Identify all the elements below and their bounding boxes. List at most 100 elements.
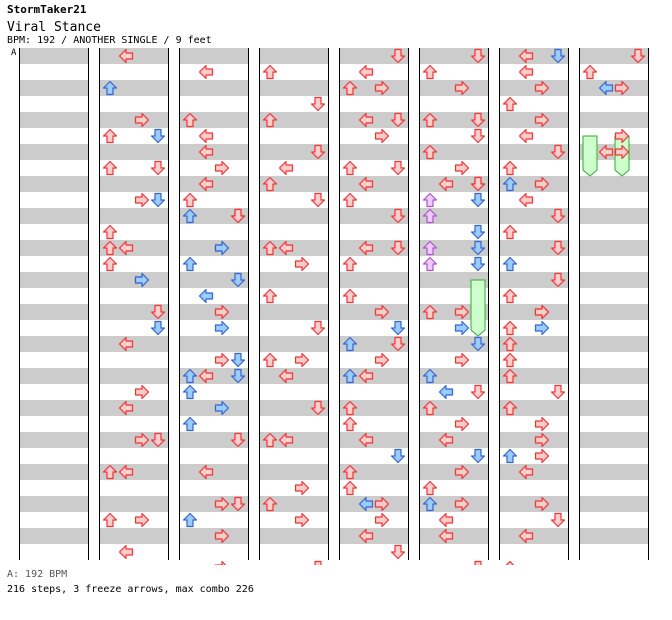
right-arrow: [310, 96, 326, 112]
left-arrow: [422, 400, 438, 416]
beat-stripe: [20, 400, 88, 416]
left-arrow: [262, 352, 278, 368]
down-arrow: [198, 176, 214, 192]
down-arrow: [118, 544, 134, 560]
up-arrow: [214, 528, 230, 544]
beat-stripe: [260, 464, 328, 480]
beat-stripe: [180, 368, 248, 384]
up-arrow: [294, 256, 310, 272]
left-arrow: [262, 432, 278, 448]
left-arrow: [422, 240, 438, 256]
up-arrow: [454, 352, 470, 368]
up-arrow: [294, 480, 310, 496]
beat-stripe: [500, 528, 568, 544]
right-arrow: [550, 272, 566, 288]
left-arrow: [502, 256, 518, 272]
beat-stripe: [420, 464, 488, 480]
down-arrow: [358, 432, 374, 448]
down-arrow: [278, 368, 294, 384]
down-arrow: [198, 464, 214, 480]
right-arrow: [470, 256, 486, 272]
beat-stripe: [260, 368, 328, 384]
down-arrow: [518, 192, 534, 208]
left-arrow: [422, 64, 438, 80]
up-arrow: [214, 560, 230, 565]
right-arrow: [390, 320, 406, 336]
left-arrow: [422, 112, 438, 128]
left-arrow: [182, 256, 198, 272]
left-arrow: [182, 192, 198, 208]
up-arrow: [294, 352, 310, 368]
beat-stripe: [420, 400, 488, 416]
down-arrow: [198, 288, 214, 304]
left-arrow: [102, 256, 118, 272]
left-arrow: [582, 64, 598, 80]
right-arrow: [310, 400, 326, 416]
beat-stripe: [180, 112, 248, 128]
left-arrow: [505, 560, 515, 565]
step-stats: 216 steps, 3 freeze arrows, max combo 22…: [7, 584, 254, 595]
beat-stripe: [500, 112, 568, 128]
beat-stripe: [20, 208, 88, 224]
beat-stripe: [100, 176, 168, 192]
beat-stripe: [20, 432, 88, 448]
beat-stripe: [20, 112, 88, 128]
right-arrow: [470, 192, 486, 208]
beat-stripe: [340, 272, 408, 288]
beat-stripe: [420, 48, 488, 64]
beat-stripe: [420, 144, 488, 160]
beat-stripe: [340, 240, 408, 256]
right-arrow: [470, 384, 486, 400]
right-arrow: [150, 192, 166, 208]
left-arrow: [102, 160, 118, 176]
down-arrow: [278, 432, 294, 448]
beat-stripe: [580, 368, 648, 384]
beat-stripe: [580, 208, 648, 224]
down-arrow: [438, 528, 454, 544]
right-arrow: [150, 432, 166, 448]
left-arrow: [422, 208, 438, 224]
step-arrows: [102, 48, 646, 565]
beat-stripe: [180, 496, 248, 512]
down-arrow: [118, 336, 134, 352]
left-arrow: [102, 464, 118, 480]
beat-stripe: [20, 336, 88, 352]
beat-stripe: [580, 112, 648, 128]
up-arrow: [134, 384, 150, 400]
left-arrow: [102, 128, 118, 144]
up-arrow: [134, 432, 150, 448]
left-arrow: [422, 144, 438, 160]
up-arrow: [134, 192, 150, 208]
up-arrow: [454, 304, 470, 320]
left-arrow: [102, 240, 118, 256]
right-arrow: [310, 320, 326, 336]
beat-stripe: [260, 208, 328, 224]
left-arrow: [182, 208, 198, 224]
beat-stripe: [340, 176, 408, 192]
beat-stripe: [260, 48, 328, 64]
right-arrow: [150, 304, 166, 320]
right-arrow: [470, 336, 486, 352]
beat-stripe: [420, 432, 488, 448]
down-arrow: [198, 368, 214, 384]
up-arrow: [134, 512, 150, 528]
beat-stripe: [180, 240, 248, 256]
down-arrow: [358, 64, 374, 80]
beat-stripe: [580, 400, 648, 416]
beat-stripe: [420, 528, 488, 544]
left-arrow: [342, 464, 358, 480]
down-arrow: [518, 64, 534, 80]
beat-stripe: [100, 528, 168, 544]
up-arrow: [214, 496, 230, 512]
beat-stripe: [100, 240, 168, 256]
beat-stripe: [260, 496, 328, 512]
beat-stripe: [420, 176, 488, 192]
down-arrow: [198, 128, 214, 144]
down-arrow: [358, 368, 374, 384]
up-arrow: [534, 112, 550, 128]
beat-stripe: [100, 80, 168, 96]
up-arrow: [534, 416, 550, 432]
beat-stripe: [100, 48, 168, 64]
beat-stripe: [180, 464, 248, 480]
beat-stripe: [180, 144, 248, 160]
